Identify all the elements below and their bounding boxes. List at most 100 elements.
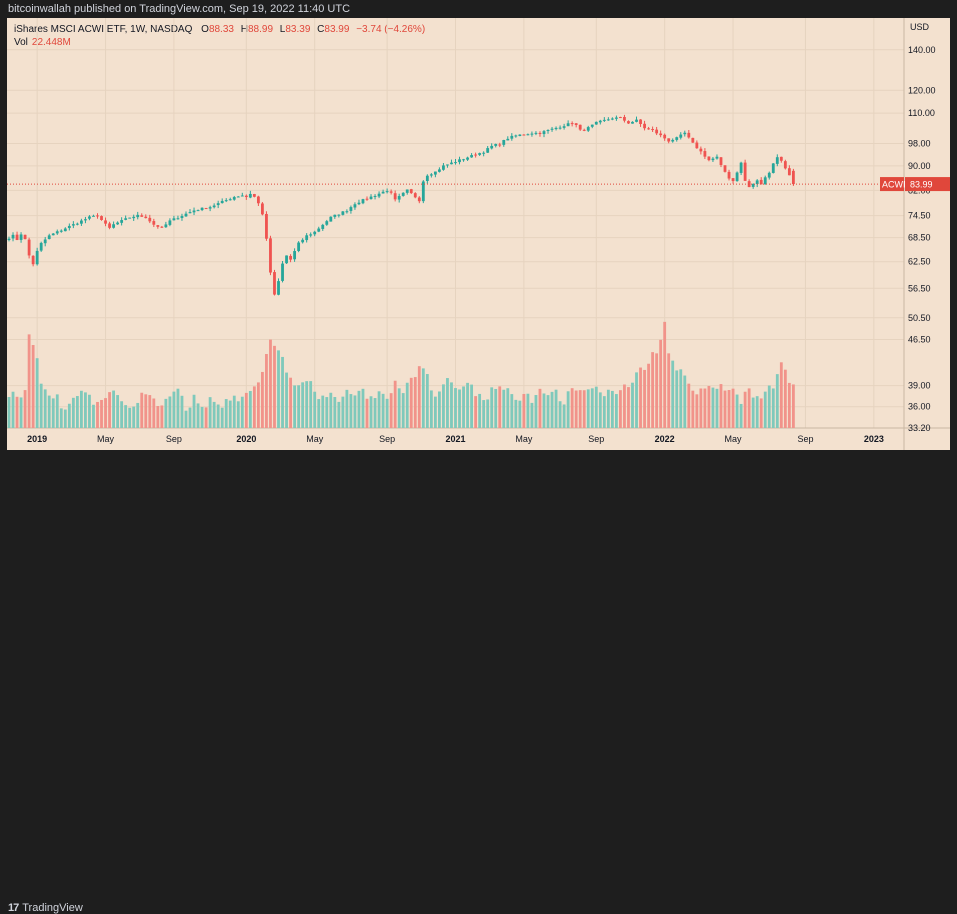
volume-value: 22.448M xyxy=(31,37,71,48)
volume-bar xyxy=(333,397,337,428)
volume-bar xyxy=(39,383,43,428)
x-tick-label: 2022 xyxy=(655,434,675,444)
volume-bar xyxy=(526,393,530,428)
candle-body xyxy=(7,238,11,241)
volume-bar xyxy=(148,395,152,428)
volume-bar xyxy=(486,399,490,428)
volume-bar xyxy=(743,391,747,428)
volume-bar xyxy=(84,392,87,428)
candle-body xyxy=(176,218,180,220)
volume-bar xyxy=(224,399,228,428)
candle-body xyxy=(120,220,124,223)
candle-body xyxy=(164,224,168,228)
volume-bar xyxy=(679,369,683,428)
candle-body xyxy=(244,195,248,198)
volume-bar xyxy=(522,393,526,428)
candle-body xyxy=(309,234,313,236)
volume-bar xyxy=(425,374,429,428)
candle-body xyxy=(140,215,144,217)
volume-bar xyxy=(124,405,128,428)
candle-body xyxy=(639,119,642,125)
candle-body xyxy=(715,156,719,159)
symbol-legend: iShares MSCI ACWI ETF, 1W, NASDAQ O88.33… xyxy=(14,24,425,35)
candle-body xyxy=(703,151,707,157)
volume-bar xyxy=(655,353,659,428)
volume-bar xyxy=(321,395,325,428)
volume-bar xyxy=(783,369,787,428)
volume-bar xyxy=(727,390,731,428)
y-tick-label: 120.00 xyxy=(908,85,936,95)
volume-bar xyxy=(715,388,719,428)
volume-bar xyxy=(763,391,767,428)
candle-body xyxy=(79,220,83,224)
volume-bar xyxy=(594,386,598,428)
candle-body xyxy=(293,251,297,260)
volume-bar xyxy=(301,382,305,428)
volume-bar xyxy=(196,403,200,428)
volume-bar xyxy=(494,388,498,428)
candle-body xyxy=(590,124,594,127)
volume-bar xyxy=(490,387,494,428)
candle-body xyxy=(341,211,345,215)
volume-bar xyxy=(285,372,288,428)
y-tick-label: 56.50 xyxy=(908,283,931,293)
candle-body xyxy=(27,239,31,256)
x-tick-label: May xyxy=(306,434,324,444)
tradingview-brand[interactable]: 17 TradingView xyxy=(8,902,83,914)
volume-bar xyxy=(602,396,606,428)
volume-bar xyxy=(791,384,795,428)
candle-body xyxy=(92,215,95,217)
candle-body xyxy=(586,127,590,131)
volume-bar xyxy=(212,401,216,428)
candle-body xyxy=(19,234,23,240)
volume-bar xyxy=(293,385,297,428)
x-tick-label: 2020 xyxy=(236,434,256,444)
volume-bar xyxy=(562,404,566,428)
candle-body xyxy=(655,129,659,134)
candle-body xyxy=(767,172,771,178)
volume-bar xyxy=(132,406,136,428)
x-tick-label: Sep xyxy=(588,434,604,444)
volume-bar xyxy=(92,404,95,428)
volume-bar xyxy=(647,363,650,428)
volume-bar xyxy=(671,360,675,428)
time-axis: 2019 May Sep 2020 May Sep 2021 May Sep 2022 May Sep… xyxy=(27,434,884,444)
x-tick-label: May xyxy=(515,434,533,444)
candle-body xyxy=(208,207,212,209)
symbol-tag xyxy=(880,177,904,192)
candle-body xyxy=(446,164,449,166)
volume-bar xyxy=(164,398,168,428)
candle-body xyxy=(67,225,71,229)
volume-bar xyxy=(188,407,192,428)
volume-bar xyxy=(538,388,542,428)
candle-body xyxy=(478,153,482,155)
volume-bar xyxy=(450,382,453,428)
candle-body xyxy=(35,250,39,265)
volume-bar xyxy=(771,388,775,428)
candle-body xyxy=(421,181,425,202)
candle-body xyxy=(687,132,691,138)
volume-bar xyxy=(470,384,473,428)
candle-body xyxy=(180,216,184,218)
candle-body xyxy=(719,157,723,165)
candle-body xyxy=(248,193,252,198)
price-chart[interactable]: USD140.00120.00110.0098.0090.0082.0074.5… xyxy=(7,18,950,450)
volume-bar xyxy=(23,390,27,428)
volume-bar xyxy=(192,394,196,428)
candle-body xyxy=(144,216,148,219)
x-tick-label: Sep xyxy=(797,434,813,444)
volume-bar xyxy=(767,385,771,428)
candle-body xyxy=(751,184,755,187)
volume-bar xyxy=(397,388,401,428)
candle-body xyxy=(325,221,329,225)
candle-body xyxy=(759,179,763,185)
candle-body xyxy=(100,216,103,221)
volume-bar xyxy=(128,407,132,428)
volume-bar xyxy=(582,390,586,428)
volume-bar xyxy=(478,393,482,428)
volume-bar xyxy=(88,394,91,428)
volume-bar xyxy=(204,407,208,428)
volume-bar xyxy=(176,388,180,428)
currency-label: USD xyxy=(910,22,930,32)
candle-body xyxy=(506,138,510,141)
